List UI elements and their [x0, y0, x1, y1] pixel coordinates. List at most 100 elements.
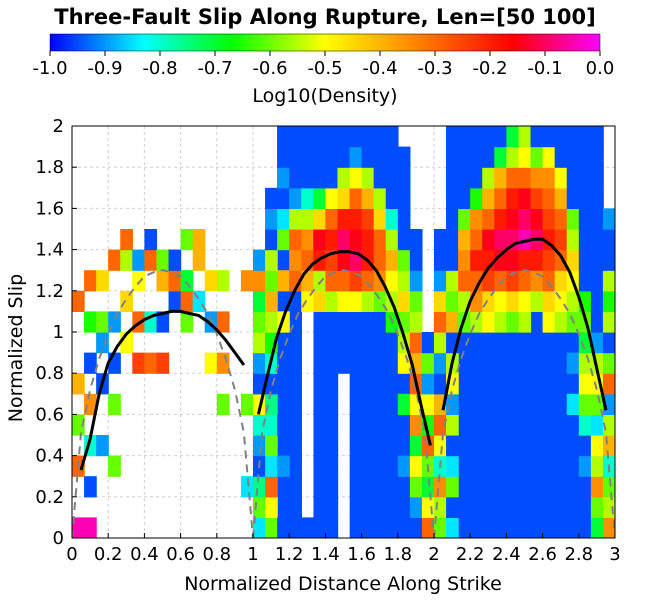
heatmap-cell	[374, 311, 387, 332]
heatmap-cell	[265, 270, 278, 291]
heatmap-cell	[482, 353, 495, 374]
x-tick-label: 0.8	[202, 544, 231, 565]
heatmap-cell	[337, 147, 350, 168]
heatmap-cell	[338, 332, 351, 353]
heatmap-cell	[398, 250, 411, 271]
heatmap-cell	[325, 126, 338, 147]
heatmap-cell	[277, 188, 290, 209]
heatmap-cell	[398, 167, 411, 188]
heatmap-cell	[494, 291, 507, 312]
colorbar-tick-label: -0.4	[362, 58, 397, 79]
heatmap-cell	[519, 414, 532, 435]
heatmap-cell	[277, 456, 290, 477]
y-tick-label: 2	[53, 116, 64, 137]
heatmap-cell	[289, 517, 302, 538]
heatmap-cell	[217, 394, 230, 415]
heatmap-cell	[458, 497, 471, 518]
heatmap-cell	[555, 517, 568, 538]
x-tick-label: 2	[428, 544, 439, 565]
heatmap-cell	[531, 291, 544, 312]
heatmap-cell	[458, 435, 471, 456]
heatmap-cell	[494, 229, 507, 250]
heatmap-cell	[386, 414, 399, 435]
heatmap-cell	[507, 517, 520, 538]
heatmap-cell	[555, 435, 568, 456]
heatmap-cell	[603, 270, 616, 291]
heatmap-cell	[350, 291, 363, 312]
heatmap-cell	[507, 456, 520, 477]
heatmap-cell	[470, 497, 483, 518]
heatmap-cell	[325, 167, 338, 188]
heatmap-cell	[567, 497, 580, 518]
heatmap-cell	[253, 332, 266, 353]
heatmap-cell	[72, 373, 85, 394]
heatmap-cell	[289, 456, 302, 477]
heatmap-cell	[519, 435, 532, 456]
heatmap-cell	[494, 126, 507, 147]
heatmap-cell	[374, 332, 387, 353]
heatmap-cell	[84, 476, 97, 497]
heatmap-cell	[494, 311, 507, 332]
heatmap-cell	[337, 126, 350, 147]
heatmap-cell	[531, 332, 544, 353]
heatmap-cell	[446, 126, 459, 147]
heatmap-cell	[120, 250, 133, 271]
heatmap-cell	[410, 497, 423, 518]
heatmap-cell	[458, 414, 471, 435]
heatmap-cell	[362, 497, 375, 518]
heatmap-cell	[181, 229, 194, 250]
heatmap-cell	[410, 517, 423, 538]
heatmap-cell	[507, 332, 520, 353]
heatmap-cell	[398, 517, 411, 538]
heatmap-cell	[591, 270, 604, 291]
heatmap-cell	[543, 435, 556, 456]
heatmap-cell	[277, 517, 290, 538]
heatmap-cell	[96, 311, 109, 332]
heatmap-cell	[518, 250, 531, 271]
heatmap-cell	[591, 188, 604, 209]
heatmap-cell	[325, 147, 338, 168]
heatmap-cell	[386, 208, 399, 229]
heatmap-cell	[337, 167, 350, 188]
heatmap-cell	[482, 476, 495, 497]
colorbar-tick-label: -0.7	[197, 58, 232, 79]
x-tick-label: 2.8	[564, 544, 593, 565]
heatmap-cell	[507, 394, 520, 415]
heatmap-cell	[217, 311, 230, 332]
heatmap-cell	[205, 353, 218, 374]
y-tick-label: 0.8	[35, 363, 64, 384]
heatmap-cell	[410, 476, 423, 497]
heatmap-cell	[543, 250, 556, 271]
heatmap-cell	[289, 147, 302, 168]
heatmap-cell	[362, 291, 375, 312]
heatmap-cell	[108, 456, 121, 477]
heatmap-cell	[482, 126, 495, 147]
heatmap-cell	[398, 208, 411, 229]
heatmap-cell	[494, 167, 507, 188]
heatmap-cell	[374, 147, 387, 168]
heatmap-cell	[555, 414, 568, 435]
heatmap-cell	[289, 435, 302, 456]
heatmap-cell	[579, 188, 592, 209]
heatmap-cell	[301, 188, 314, 209]
heatmap-cell	[325, 291, 338, 312]
heatmap-cell	[374, 476, 387, 497]
heatmap-cell	[579, 126, 592, 147]
heatmap-cell	[434, 373, 447, 394]
heatmap-cell	[482, 332, 495, 353]
heatmap-cell	[313, 517, 326, 538]
heatmap-cell	[386, 456, 399, 477]
heatmap-cell	[470, 353, 483, 374]
colorbar-tick-label: -0.2	[472, 58, 507, 79]
heatmap-cell	[458, 188, 471, 209]
heatmap-cell	[362, 229, 375, 250]
heatmap-cell	[350, 208, 363, 229]
heatmap-cell	[518, 188, 531, 209]
heatmap-cell	[506, 291, 519, 312]
x-axis-label: Normalized Distance Along Strike	[184, 573, 502, 595]
colorbar-tick-label: -0.8	[142, 58, 177, 79]
x-tick-label: 2.4	[492, 544, 521, 565]
heatmap-cell	[398, 435, 411, 456]
heatmap-cell	[362, 456, 375, 477]
heatmap-cell	[555, 456, 568, 477]
